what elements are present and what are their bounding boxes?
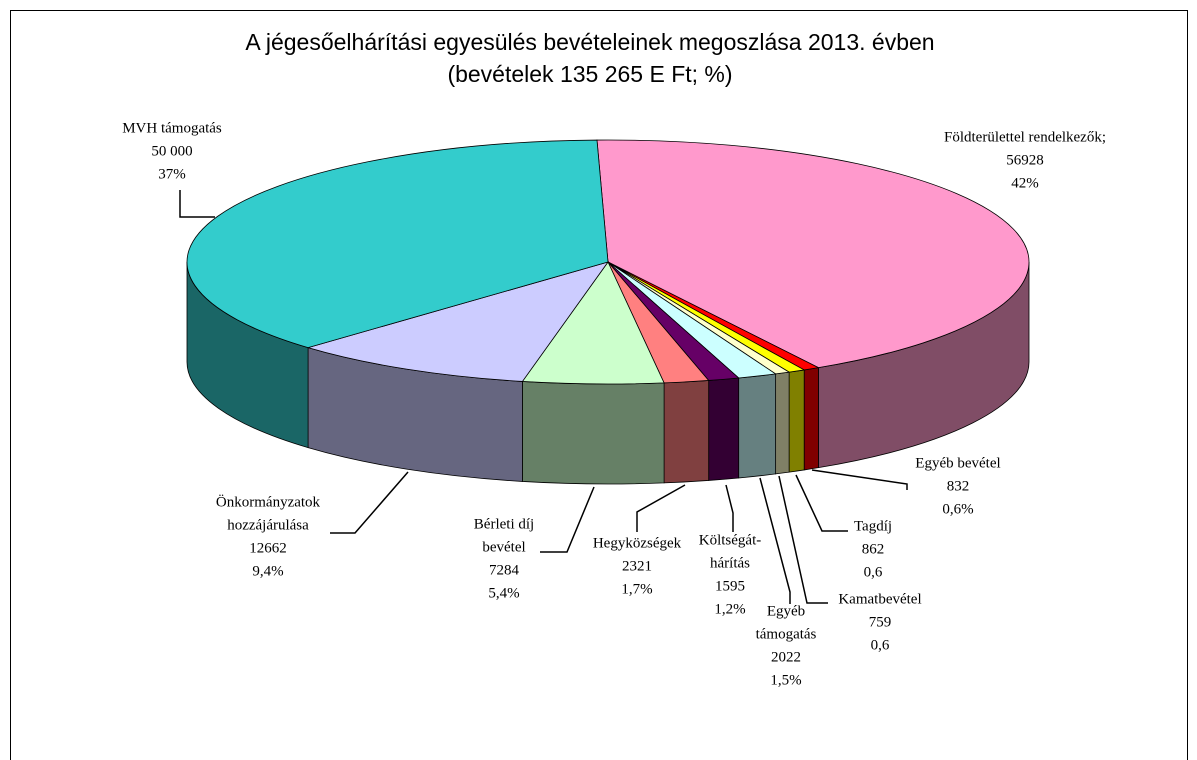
percentage-label: 0,6 <box>871 638 890 654</box>
percentage-label: 1,5% <box>770 673 801 689</box>
slice-label: Egyéb <box>767 604 805 620</box>
value-label: 2321 <box>622 559 652 575</box>
slice-side <box>803 367 819 471</box>
slice-label: hozzájárulása <box>227 518 309 534</box>
slice <box>596 139 1030 369</box>
percentage-label: 1,7% <box>621 582 652 598</box>
slice-label: Önkormányzatok <box>216 494 321 511</box>
value-label: 759 <box>869 615 892 631</box>
slice-label: Költségát- <box>699 533 761 549</box>
percentage-label: 0,6% <box>942 502 973 518</box>
leader-line <box>795 474 848 532</box>
value-label: 7284 <box>489 563 520 579</box>
slice <box>521 261 665 385</box>
leader-line <box>778 475 828 604</box>
slice <box>186 139 609 349</box>
slice-label: MVH támogatás <box>122 121 222 137</box>
leader-line <box>725 484 734 532</box>
value-label: 56928 <box>1006 153 1044 169</box>
slice-label: Földterülettel rendelkezők; <box>944 130 1106 146</box>
value-label: 12662 <box>249 541 287 557</box>
slice-label: támogatás <box>756 627 817 643</box>
slice-side <box>522 381 665 485</box>
value-label: 832 <box>947 479 970 495</box>
percentage-label: 1,2% <box>714 602 745 618</box>
percentage-label: 9,4% <box>252 564 283 580</box>
slice-label: hárítás <box>710 556 750 572</box>
percentage-label: 5,4% <box>488 586 519 602</box>
chart-subtitle: (bevételek 135 265 E Ft; %) <box>447 61 732 87</box>
leader-line <box>636 484 686 532</box>
slice-label: Bérleti díj <box>474 517 534 533</box>
value-label: 1595 <box>715 579 745 595</box>
slice-label: Hegyközségek <box>593 536 682 552</box>
chart-title: A jégesőelhárítási egyesülés bevételeine… <box>245 29 934 55</box>
slice-label: Egyéb bevétel <box>915 456 1000 472</box>
leader-line <box>179 190 215 218</box>
percentage-label: 42% <box>1011 176 1039 192</box>
value-label: 50 000 <box>151 144 192 160</box>
leader-line <box>330 471 409 534</box>
slice <box>306 261 609 382</box>
percentage-label: 37% <box>158 167 186 183</box>
slice-label: Kamatbevétel <box>838 592 921 608</box>
slice-label: Tagdíj <box>854 519 892 535</box>
leader-line <box>811 469 908 490</box>
slice-side <box>775 371 790 475</box>
slice-side <box>663 380 710 484</box>
slice-label: bevétel <box>482 540 525 556</box>
leader-line <box>540 486 595 553</box>
value-label: 862 <box>862 542 885 558</box>
slice-side <box>738 373 777 479</box>
percentage-label: 0,6 <box>864 565 883 581</box>
leader-line <box>759 477 791 604</box>
value-label: 2022 <box>771 650 801 666</box>
slice-side <box>788 369 805 473</box>
slice-side <box>708 377 740 481</box>
